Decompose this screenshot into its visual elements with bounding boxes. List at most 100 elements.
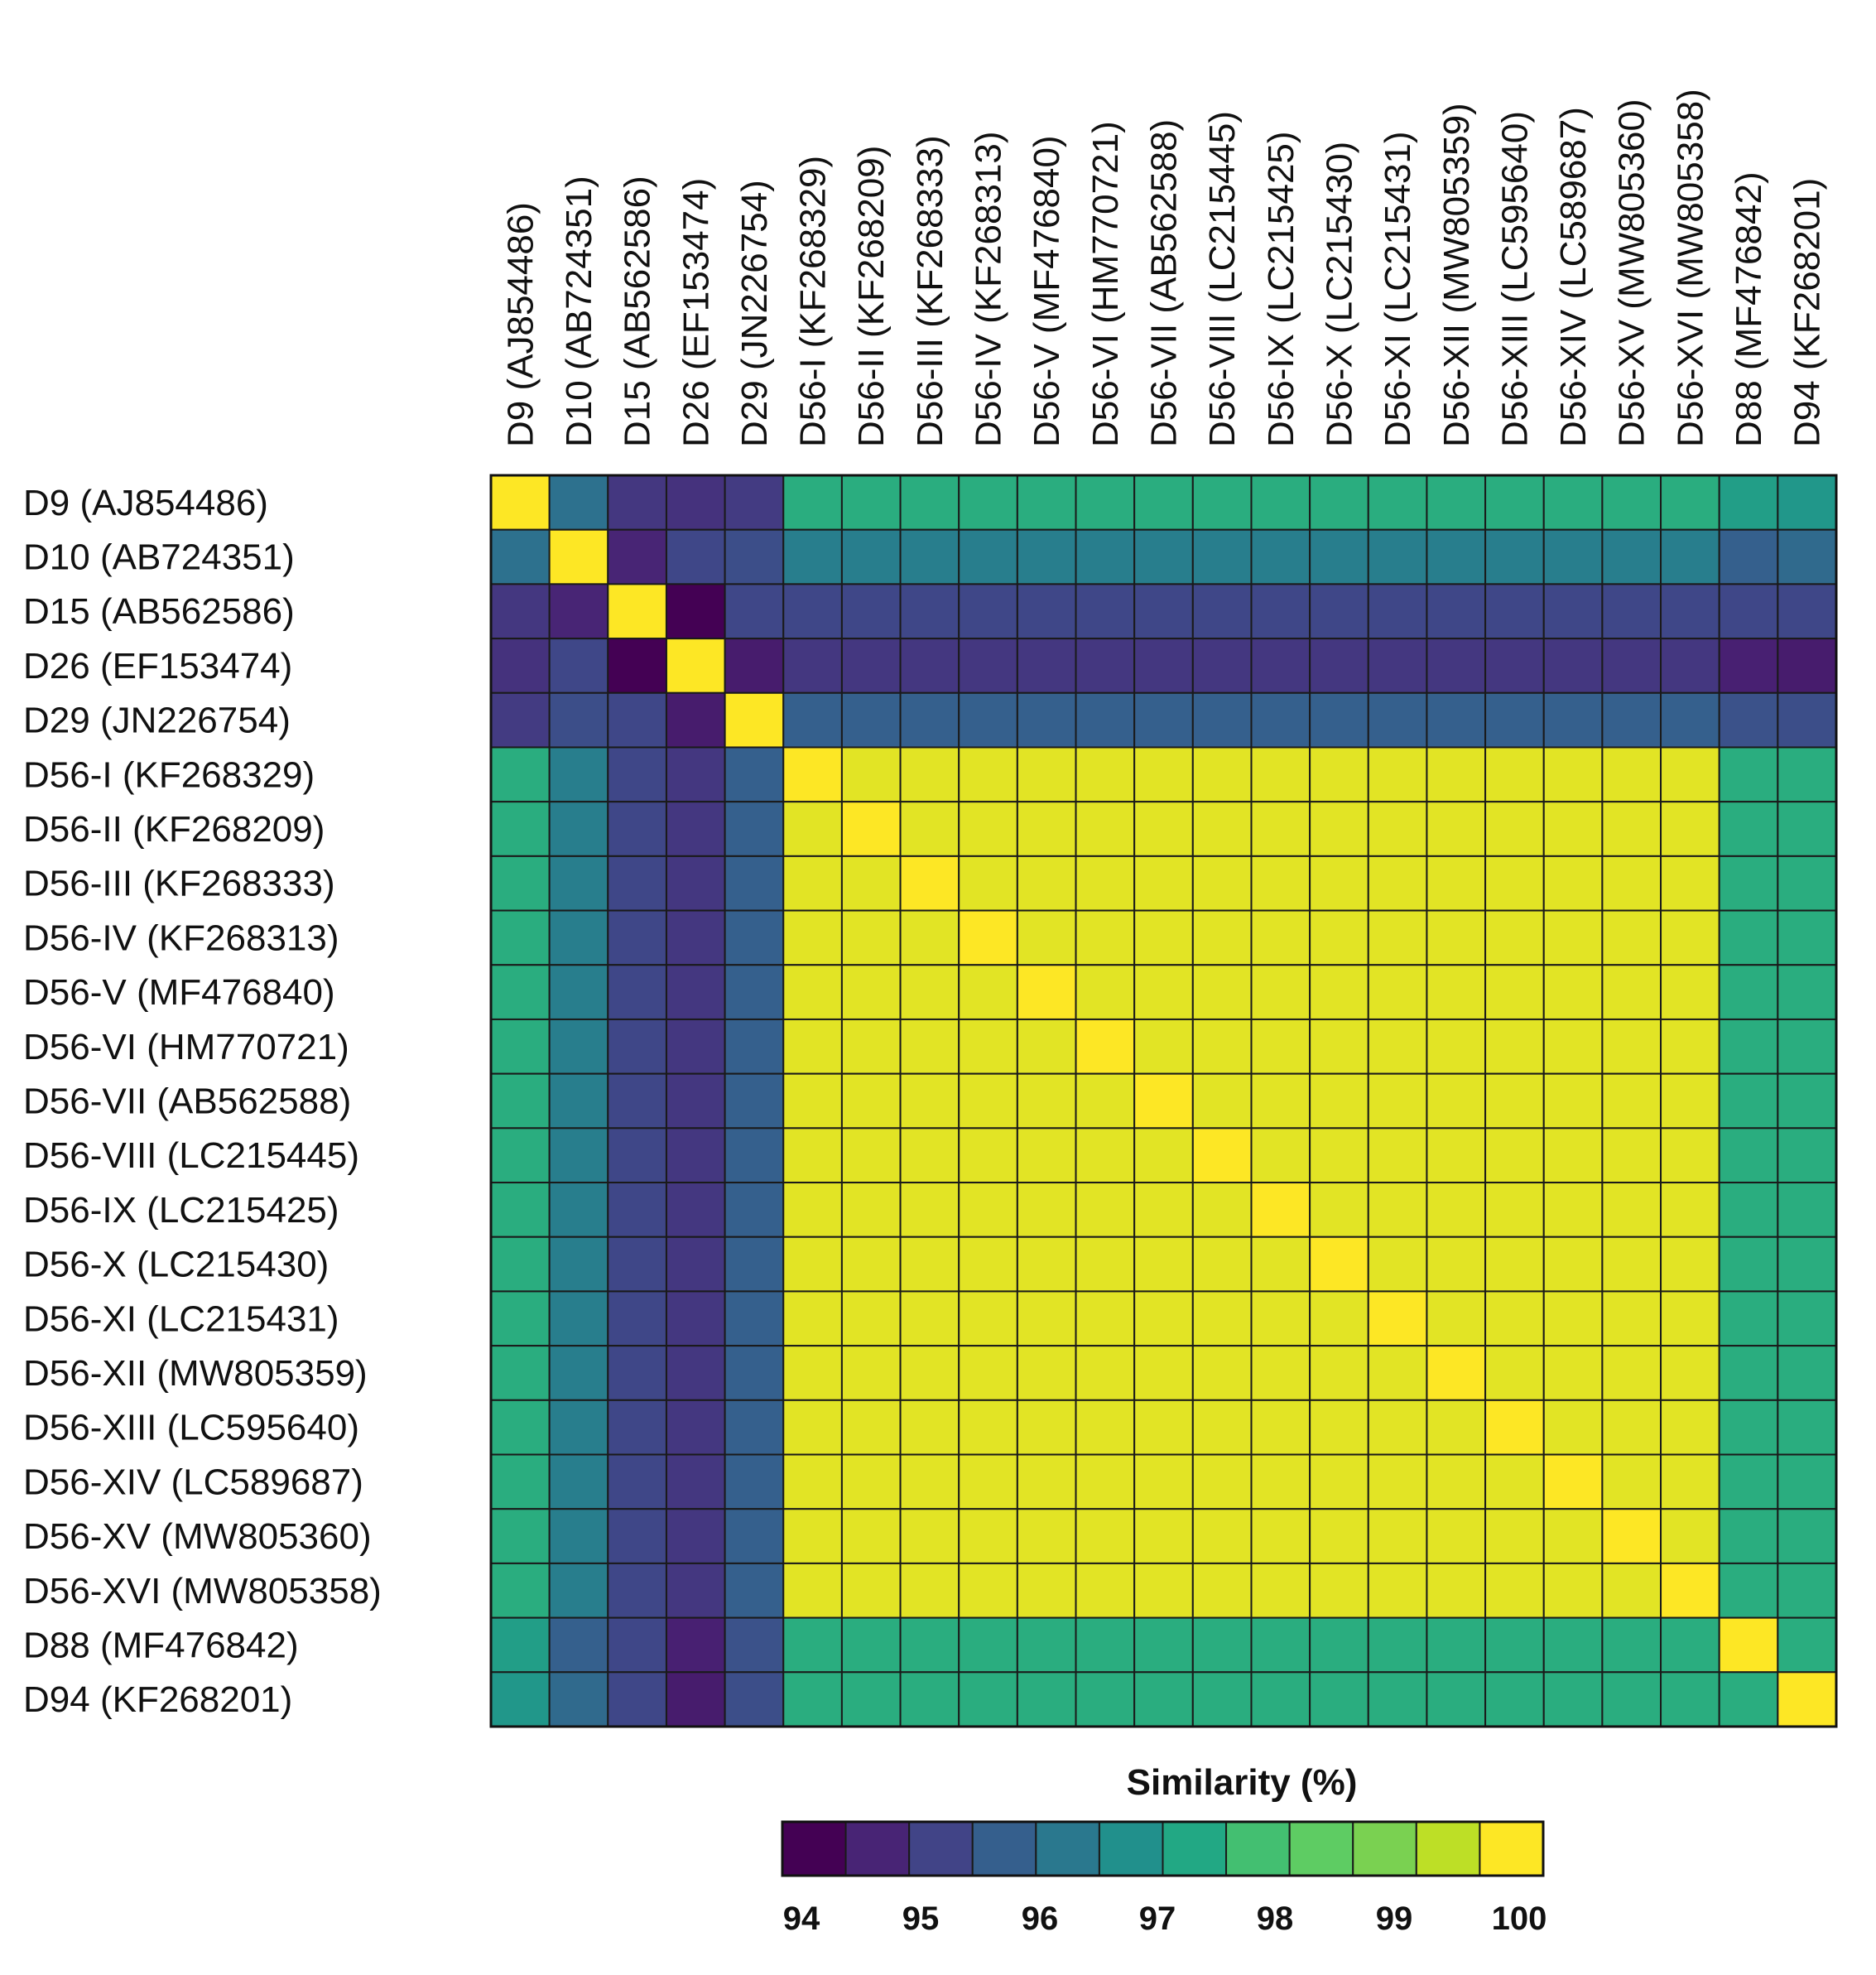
legend-tick-96: 96 [1022, 1900, 1059, 1937]
heatmap-cell-12-21 [1718, 1127, 1779, 1184]
heatmap-cell-14-10 [1075, 1236, 1136, 1293]
heatmap-cell-0-7 [899, 474, 960, 531]
column-label-3: D26 (EF153474) [676, 178, 716, 447]
heatmap-cell-1-21 [1718, 528, 1779, 585]
legend-swatch-1 [844, 1821, 911, 1876]
row-label-4: D29 (JN226754) [23, 701, 291, 741]
heatmap-cell-16-21 [1718, 1345, 1779, 1401]
heatmap-cell-3-21 [1718, 638, 1779, 694]
heatmap-cell-17-22 [1777, 1399, 1838, 1456]
heatmap-cell-18-0 [490, 1453, 551, 1510]
heatmap-cell-9-22 [1777, 964, 1838, 1020]
heatmap-cell-14-6 [840, 1236, 902, 1293]
heatmap-cell-0-8 [958, 474, 1018, 531]
column-label-13: D56-IX (LC215425) [1261, 131, 1301, 447]
heatmap-cell-11-21 [1718, 1072, 1779, 1130]
heatmap-cell-22-15 [1367, 1671, 1428, 1728]
heatmap-cell-15-11 [1133, 1290, 1194, 1347]
heatmap-cell-0-5 [782, 474, 843, 531]
heatmap-cell-12-18 [1542, 1127, 1604, 1184]
heatmap-cell-18-19 [1601, 1453, 1662, 1510]
heatmap-cell-0-16 [1426, 474, 1487, 531]
column-label-14: D56-X (LC215430) [1319, 142, 1359, 447]
heatmap-cell-1-1 [548, 528, 609, 585]
heatmap-cell-14-13 [1250, 1236, 1311, 1293]
heatmap-cell-1-11 [1133, 528, 1194, 585]
row-label-1: D10 (AB724351) [23, 537, 295, 578]
heatmap-cell-19-4 [724, 1508, 785, 1564]
heatmap-cell-13-18 [1542, 1182, 1604, 1238]
heatmap-cell-12-7 [899, 1127, 960, 1184]
row-label-0: D9 (AJ854486) [23, 483, 268, 523]
row-label-2: D15 (AB562586) [23, 591, 295, 632]
heatmap-cell-18-11 [1133, 1453, 1194, 1510]
heatmap-cell-11-6 [840, 1072, 902, 1130]
heatmap-cell-10-9 [1016, 1018, 1077, 1075]
legend-swatch-6 [1162, 1821, 1228, 1876]
heatmap-cell-9-7 [899, 964, 960, 1020]
heatmap-cell-2-0 [490, 583, 551, 640]
heatmap-cell-21-20 [1660, 1616, 1720, 1674]
heatmap-cell-7-11 [1133, 855, 1194, 912]
heatmap-cell-8-2 [607, 909, 667, 966]
heatmap-cell-21-1 [548, 1616, 609, 1674]
column-label-2: D15 (AB562586) [618, 176, 658, 447]
heatmap-cell-0-17 [1484, 474, 1545, 531]
heatmap-cell-10-7 [899, 1018, 960, 1075]
heatmap-cell-1-0 [490, 528, 551, 585]
heatmap-cell-16-3 [665, 1345, 726, 1401]
heatmap-cell-21-19 [1601, 1616, 1662, 1674]
heatmap-cell-15-20 [1660, 1290, 1720, 1347]
heatmap-cell-10-6 [840, 1018, 902, 1075]
heatmap-cell-20-20 [1660, 1562, 1720, 1619]
heatmap-cell-22-13 [1250, 1671, 1311, 1728]
heatmap-cell-9-8 [958, 964, 1018, 1020]
column-label-22: D94 (KF268201) [1787, 178, 1828, 447]
heatmap-cell-12-12 [1191, 1127, 1253, 1184]
heatmap-cell-9-16 [1426, 964, 1487, 1020]
heatmap-cell-5-0 [490, 746, 551, 803]
heatmap-cell-10-15 [1367, 1018, 1428, 1075]
heatmap-cell-22-11 [1133, 1671, 1194, 1728]
heatmap-cell-18-13 [1250, 1453, 1311, 1510]
heatmap-cell-10-3 [665, 1018, 726, 1075]
heatmap-cell-5-3 [665, 746, 726, 803]
heatmap-cell-14-4 [724, 1236, 785, 1293]
heatmap-cell-2-6 [840, 583, 902, 640]
column-label-19: D56-XV (MW805360) [1612, 99, 1652, 447]
heatmap-cell-18-21 [1718, 1453, 1779, 1510]
heatmap-cell-10-10 [1075, 1018, 1136, 1075]
heatmap-cell-19-20 [1660, 1508, 1720, 1564]
heatmap-cell-1-6 [840, 528, 902, 585]
heatmap-cell-6-8 [958, 801, 1018, 857]
heatmap-cell-2-14 [1309, 583, 1369, 640]
heatmap-cell-17-12 [1191, 1399, 1253, 1456]
heatmap-cell-6-5 [782, 801, 843, 857]
heatmap-cell-10-13 [1250, 1018, 1311, 1075]
heatmap-cell-3-20 [1660, 638, 1720, 694]
heatmap-cell-3-10 [1075, 638, 1136, 694]
heatmap-cell-8-10 [1075, 909, 1136, 966]
heatmap-cell-2-2 [607, 583, 667, 640]
heatmap-cell-4-2 [607, 691, 667, 749]
column-label-15: D56-XI (LC215431) [1378, 131, 1418, 447]
heatmap-cell-10-20 [1660, 1018, 1720, 1075]
heatmap-cell-14-8 [958, 1236, 1018, 1293]
heatmap-cell-4-12 [1191, 691, 1253, 749]
heatmap-cell-14-17 [1484, 1236, 1545, 1293]
heatmap-cell-8-7 [899, 909, 960, 966]
heatmap-cell-4-10 [1075, 691, 1136, 749]
heatmap-cell-15-13 [1250, 1290, 1311, 1347]
heatmap-cell-18-3 [665, 1453, 726, 1510]
heatmap-cell-0-6 [840, 474, 902, 531]
heatmap-cell-3-12 [1191, 638, 1253, 694]
heatmap-cell-11-3 [665, 1072, 726, 1130]
heatmap-cell-6-19 [1601, 801, 1662, 857]
heatmap-cell-21-9 [1016, 1616, 1077, 1674]
column-label-8: D56-IV (KF268313) [969, 131, 1009, 447]
heatmap-cell-18-22 [1777, 1453, 1838, 1510]
heatmap-cell-5-18 [1542, 746, 1604, 803]
heatmap-cell-7-6 [840, 855, 902, 912]
heatmap-cell-3-4 [724, 638, 785, 694]
heatmap-cell-4-0 [490, 691, 551, 749]
